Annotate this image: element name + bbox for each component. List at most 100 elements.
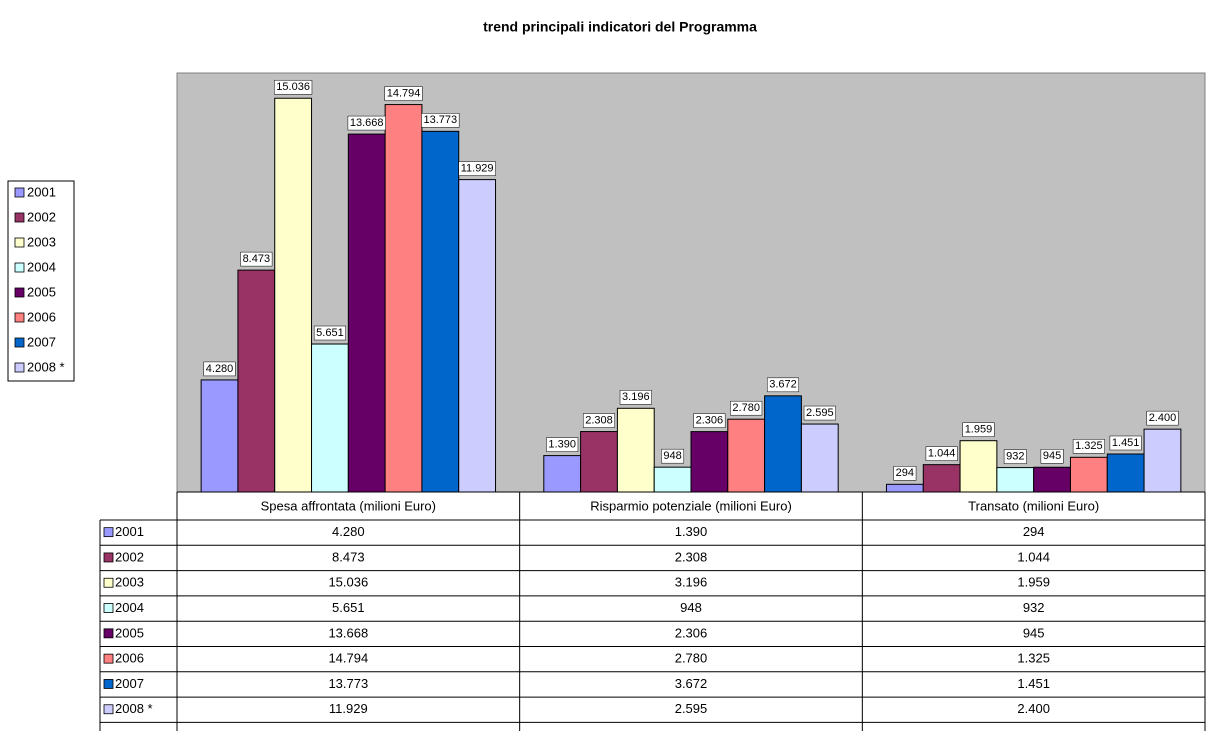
legend-label: 2007	[27, 334, 56, 349]
table-cell: 8.473	[332, 549, 365, 564]
table-cell: 14.794	[328, 651, 368, 666]
table-cell: 294	[1023, 524, 1045, 539]
data-label: 13.668	[350, 117, 384, 129]
chart-title: trend principali indicatori del Programm…	[483, 19, 757, 35]
table-cell: 2.780	[675, 651, 708, 666]
data-label-box	[693, 413, 726, 428]
table-legend-swatch	[103, 704, 114, 715]
table-cell: 4.280	[332, 524, 365, 539]
data-label-box	[925, 446, 958, 461]
legend-label: 2006	[27, 309, 56, 324]
x-tick-label: Spesa affrontata (milioni Euro)	[261, 498, 436, 513]
bar	[1106, 453, 1145, 493]
table-cell: 945	[1023, 625, 1045, 640]
table-cell: 1.959	[1017, 575, 1050, 590]
data-label: 2.595	[806, 407, 834, 419]
data-label-box	[274, 79, 313, 95]
table-cell: 1.044	[1017, 549, 1050, 564]
table-legend-swatch	[103, 577, 114, 588]
table-row-label: 2006	[115, 651, 144, 666]
data-label: 11.929	[461, 163, 494, 175]
table-row-label: 2007	[115, 676, 144, 691]
legend-label: 2008 *	[27, 359, 65, 374]
bar	[543, 455, 582, 493]
data-label: 1.451	[1112, 437, 1140, 449]
data-label: 2.780	[732, 402, 760, 414]
data-label: 1.390	[548, 439, 576, 451]
table-cell: 1.451	[1017, 676, 1050, 691]
legend-label: 2001	[27, 184, 56, 199]
table-cell: 1.390	[675, 524, 708, 539]
data-label: 932	[1006, 450, 1024, 462]
bar	[274, 97, 313, 493]
data-label: 14.794	[387, 87, 421, 99]
data-label-box	[347, 115, 386, 131]
bar	[653, 466, 692, 493]
data-label-box	[421, 113, 460, 128]
data-label: 1.044	[928, 448, 956, 460]
bar	[580, 431, 618, 493]
data-label-box	[661, 448, 685, 464]
table-cell: 3.672	[675, 676, 708, 691]
data-label: 2.306	[696, 415, 724, 427]
legend-label: 2005	[27, 284, 56, 299]
data-label-box	[803, 405, 836, 421]
table-cell: 5.651	[332, 600, 365, 615]
data-label: 2.400	[1149, 412, 1177, 424]
data-label-box	[730, 400, 763, 416]
data-label-box	[313, 325, 346, 341]
table-row-label: 2008 *	[115, 701, 153, 716]
legend-swatch	[14, 362, 25, 373]
bar	[458, 179, 497, 493]
data-label-box	[1109, 435, 1142, 451]
bar	[800, 423, 839, 493]
table-legend-swatch	[103, 603, 114, 613]
table-cell: 1.325	[1017, 651, 1050, 666]
data-label-box	[893, 466, 917, 481]
bar	[421, 130, 460, 493]
data-label: 8.473	[243, 253, 271, 265]
legend-label: 2003	[27, 234, 56, 249]
legend-label: 2004	[27, 259, 56, 274]
bar	[727, 418, 766, 493]
legend-swatch	[14, 337, 25, 348]
table-row-label: 2004	[115, 600, 144, 615]
data-label: 945	[1043, 450, 1061, 462]
bar	[764, 395, 802, 493]
data-label-box	[1040, 449, 1064, 464]
data-label: 294	[896, 467, 914, 479]
bar	[1033, 466, 1071, 493]
data-label-box	[1146, 410, 1179, 426]
table-cell: 2.308	[675, 549, 708, 564]
x-tick-label: Risparmio potenziale (milioni Euro)	[590, 498, 792, 513]
data-label: 3.196	[622, 391, 650, 403]
table-row-label: 2005	[115, 625, 144, 640]
table-cell: 948	[680, 600, 702, 615]
table-legend-swatch	[103, 552, 114, 563]
data-label: 948	[663, 450, 681, 462]
data-label-box	[1072, 439, 1105, 454]
table-cell: 11.929	[329, 701, 368, 716]
data-label-box	[203, 361, 236, 377]
data-label-box	[766, 377, 800, 393]
table-legend-swatch	[103, 527, 114, 538]
table-cell: 13.773	[328, 676, 368, 691]
data-label-box	[1003, 449, 1027, 464]
data-label-box	[458, 161, 496, 176]
bar	[885, 483, 924, 493]
bar	[200, 379, 239, 493]
data-label: 3.672	[769, 379, 797, 391]
bar	[347, 133, 386, 493]
data-label: 2.308	[585, 414, 613, 426]
table-cell: 2.595	[675, 701, 708, 716]
bar	[237, 269, 276, 493]
table-cell: 3.196	[675, 575, 708, 590]
data-label-box	[619, 390, 652, 405]
data-label: 15.036	[276, 81, 310, 93]
table-legend-swatch	[103, 628, 114, 639]
data-label-box	[384, 86, 423, 101]
legend-swatch	[14, 262, 25, 273]
bar	[690, 431, 729, 493]
